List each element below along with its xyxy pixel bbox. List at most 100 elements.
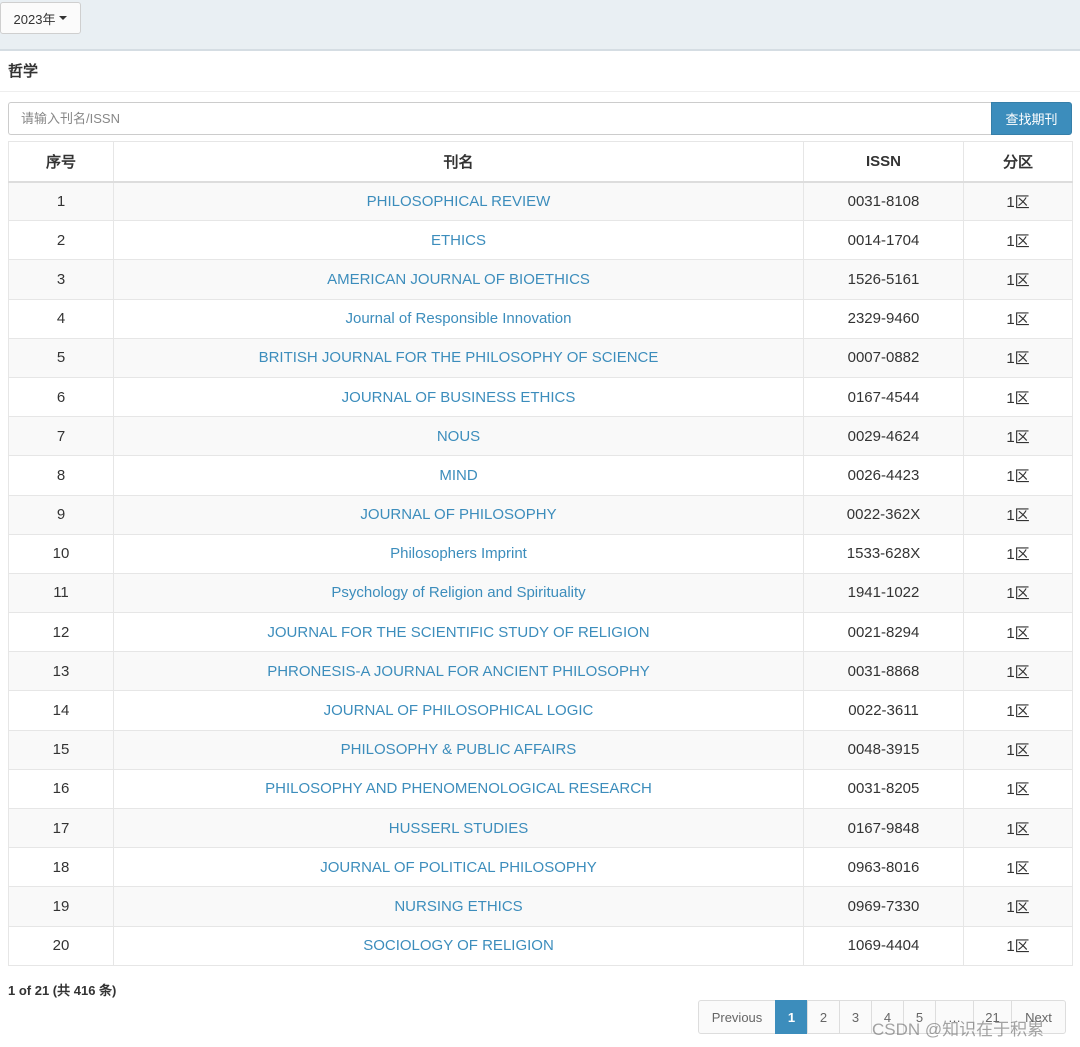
row-issn-cell: 1941-1022 bbox=[803, 572, 964, 614]
row-number: 6 bbox=[56, 388, 66, 406]
journal-name-link[interactable]: AMERICAN JOURNAL OF BIOETHICS bbox=[327, 270, 590, 288]
journal-name-link[interactable]: PHRONESIS-A JOURNAL FOR ANCIENT PHILOSOP… bbox=[267, 662, 650, 680]
row-zone: 1区 bbox=[1006, 859, 1030, 877]
row-issn-cell: 0007-0882 bbox=[803, 337, 964, 378]
row-number-cell: 7 bbox=[8, 416, 114, 457]
row-number-cell: 13 bbox=[8, 651, 114, 692]
row-number-cell: 20 bbox=[8, 925, 114, 966]
journal-name-link[interactable]: PHILOSOPHY & PUBLIC AFFAIRS bbox=[340, 741, 577, 759]
search-journal-button[interactable]: 查找期刊 bbox=[991, 102, 1072, 135]
row-number: 1 bbox=[56, 192, 66, 210]
journal-name-cell: Journal of Responsible Innovation bbox=[113, 298, 804, 339]
row-zone-cell: 1区 bbox=[963, 259, 1073, 300]
row-number: 19 bbox=[52, 897, 70, 915]
row-zone: 1区 bbox=[1006, 898, 1030, 916]
table-row: 4 Journal of Responsible Innovation 2329-9… bbox=[8, 298, 1073, 339]
next-page-button[interactable]: Next bbox=[1011, 1000, 1066, 1034]
journal-name-link[interactable]: JOURNAL OF BUSINESS ETHICS bbox=[341, 388, 576, 406]
row-issn: 0031-8108 bbox=[847, 192, 920, 210]
table-row: 11 Psychology of Religion and Spiritualit… bbox=[8, 572, 1073, 614]
row-number: 17 bbox=[52, 819, 70, 837]
row-number: 16 bbox=[52, 780, 70, 798]
table-row: 2 ETHICS 0014-1704 1区 bbox=[8, 220, 1073, 261]
row-issn-cell: 0031-8868 bbox=[803, 651, 964, 692]
journal-name-cell: JOURNAL OF BUSINESS ETHICS bbox=[113, 376, 804, 418]
journal-name-link[interactable]: NOUS bbox=[436, 427, 481, 445]
journal-name-link[interactable]: PHILOSOPHY AND PHENOMENOLOGICAL RESEARCH bbox=[265, 780, 652, 798]
row-issn: 1069-4404 bbox=[847, 937, 920, 955]
row-issn-cell: 0022-3611 bbox=[803, 690, 964, 731]
journal-name-link[interactable]: Philosophers Imprint bbox=[390, 545, 527, 563]
journal-name-link[interactable]: Journal of Responsible Innovation bbox=[345, 310, 572, 328]
row-issn-cell: 0026-4423 bbox=[803, 455, 964, 496]
table-row: 13 PHRONESIS-A JOURNAL FOR ANCIENT PHILOS… bbox=[8, 651, 1073, 692]
journal-name-link[interactable]: Psychology of Religion and Spirituality bbox=[331, 584, 586, 602]
row-zone: 1区 bbox=[1006, 585, 1030, 603]
row-number-cell: 6 bbox=[8, 376, 114, 418]
row-zone: 1区 bbox=[1006, 232, 1030, 250]
page-3-button[interactable]: 3 bbox=[839, 1000, 872, 1034]
page-2-button[interactable]: 2 bbox=[807, 1000, 840, 1034]
row-number-cell: 4 bbox=[8, 298, 114, 339]
row-number-cell: 3 bbox=[8, 259, 114, 300]
row-zone-cell: 1区 bbox=[963, 807, 1073, 849]
table-row: 7 NOUS 0029-4624 1区 bbox=[8, 416, 1073, 457]
journal-name-cell: PHILOSOPHICAL REVIEW bbox=[113, 180, 804, 222]
previous-page-button[interactable]: Previous bbox=[698, 1000, 776, 1034]
page-1-button[interactable]: 1 bbox=[775, 1000, 808, 1034]
journal-name-cell: HUSSERL STUDIES bbox=[113, 807, 804, 849]
table-row: 1 PHILOSOPHICAL REVIEW 0031-8108 1区 bbox=[8, 180, 1073, 222]
row-zone-cell: 1区 bbox=[963, 690, 1073, 731]
table-row: 18 JOURNAL OF POLITICAL PHILOSOPHY 0963-80… bbox=[8, 847, 1073, 888]
row-zone-cell: 1区 bbox=[963, 612, 1073, 653]
row-number: 15 bbox=[52, 741, 70, 759]
table-row: 8 MIND 0026-4423 1区 bbox=[8, 455, 1073, 496]
journal-name-cell: JOURNAL OF PHILOSOPHY bbox=[113, 494, 804, 535]
journal-name-link[interactable]: SOCIOLOGY OF RELIGION bbox=[363, 937, 554, 955]
column-header-no: 序号 bbox=[8, 141, 114, 183]
journal-name-link[interactable]: JOURNAL OF PHILOSOPHY bbox=[360, 506, 557, 524]
row-issn: 2329-9460 bbox=[847, 310, 920, 328]
page-4-button[interactable]: 4 bbox=[871, 1000, 904, 1034]
row-number-cell: 14 bbox=[8, 690, 114, 731]
row-issn: 0021-8294 bbox=[847, 623, 920, 641]
row-number: 3 bbox=[56, 270, 66, 288]
row-issn: 0031-8205 bbox=[847, 780, 920, 798]
journal-name-link[interactable]: JOURNAL FOR THE SCIENTIFIC STUDY OF RELI… bbox=[267, 623, 650, 641]
journal-name-link[interactable]: HUSSERL STUDIES bbox=[388, 819, 529, 837]
table-row: 12 JOURNAL FOR THE SCIENTIFIC STUDY OF RE… bbox=[8, 612, 1073, 653]
journal-name-link[interactable]: JOURNAL OF POLITICAL PHILOSOPHY bbox=[320, 858, 597, 876]
row-number-cell: 2 bbox=[8, 220, 114, 261]
row-number: 4 bbox=[56, 310, 66, 328]
row-issn-cell: 0021-8294 bbox=[803, 612, 964, 653]
row-zone-cell: 1区 bbox=[963, 494, 1073, 535]
journal-name-link[interactable]: ETHICS bbox=[430, 231, 486, 249]
page-info: 1 of 21 (共 416 条) bbox=[8, 983, 117, 998]
page-21-button[interactable]: 21 bbox=[973, 1000, 1012, 1034]
row-issn-cell: 0031-8108 bbox=[803, 180, 964, 222]
row-zone: 1区 bbox=[1006, 703, 1030, 721]
row-zone-cell: 1区 bbox=[963, 376, 1073, 418]
row-issn: 0963-8016 bbox=[847, 858, 920, 876]
row-number-cell: 10 bbox=[8, 533, 114, 574]
journal-name-link[interactable]: JOURNAL OF PHILOSOPHICAL LOGIC bbox=[323, 702, 594, 720]
row-issn-cell: 0048-3915 bbox=[803, 729, 964, 770]
table-row: 20 SOCIOLOGY OF RELIGION 1069-4404 1区 bbox=[8, 925, 1073, 966]
journal-name-link[interactable]: BRITISH JOURNAL FOR THE PHILOSOPHY OF SC… bbox=[258, 349, 659, 367]
row-zone: 1区 bbox=[1006, 820, 1030, 838]
journal-name-cell: PHILOSOPHY AND PHENOMENOLOGICAL RESEARCH bbox=[113, 768, 804, 810]
row-zone-cell: 1区 bbox=[963, 533, 1073, 574]
journal-name-cell: NOUS bbox=[113, 416, 804, 457]
row-issn: 1533-628X bbox=[846, 545, 921, 563]
search-input[interactable] bbox=[8, 102, 992, 135]
table-row: 3 AMERICAN JOURNAL OF BIOETHICS 1526-5161 1… bbox=[8, 259, 1073, 300]
journal-name-link[interactable]: MIND bbox=[439, 466, 478, 484]
journal-name-link[interactable]: NURSING ETHICS bbox=[394, 897, 523, 915]
table-row: 10 Philosophers Imprint 1533-628X 1区 bbox=[8, 533, 1073, 574]
journal-name-cell: JOURNAL OF PHILOSOPHICAL LOGIC bbox=[113, 690, 804, 731]
journal-name-link[interactable]: PHILOSOPHICAL REVIEW bbox=[366, 192, 551, 210]
row-zone-cell: 1区 bbox=[963, 886, 1073, 927]
row-issn-cell: 2329-9460 bbox=[803, 298, 964, 339]
page-5-button[interactable]: 5 bbox=[903, 1000, 936, 1034]
year-dropdown[interactable]: 2023年 bbox=[0, 2, 81, 34]
